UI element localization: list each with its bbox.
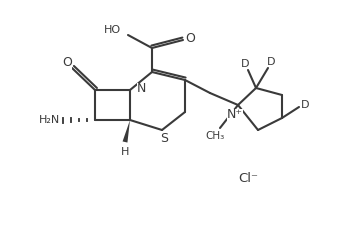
Text: H: H <box>121 147 129 157</box>
Text: S: S <box>160 133 168 146</box>
Text: H₂N: H₂N <box>39 115 60 125</box>
Text: O: O <box>185 32 195 45</box>
Text: D: D <box>241 59 249 69</box>
Text: D: D <box>301 100 309 110</box>
Text: HO: HO <box>104 25 121 35</box>
Text: O: O <box>62 56 72 70</box>
Text: Cl⁻: Cl⁻ <box>238 171 258 184</box>
Polygon shape <box>122 120 130 143</box>
Text: CH₃: CH₃ <box>205 131 225 141</box>
Text: D: D <box>267 57 275 67</box>
Text: N⁺: N⁺ <box>227 108 243 122</box>
Text: N: N <box>137 83 147 95</box>
